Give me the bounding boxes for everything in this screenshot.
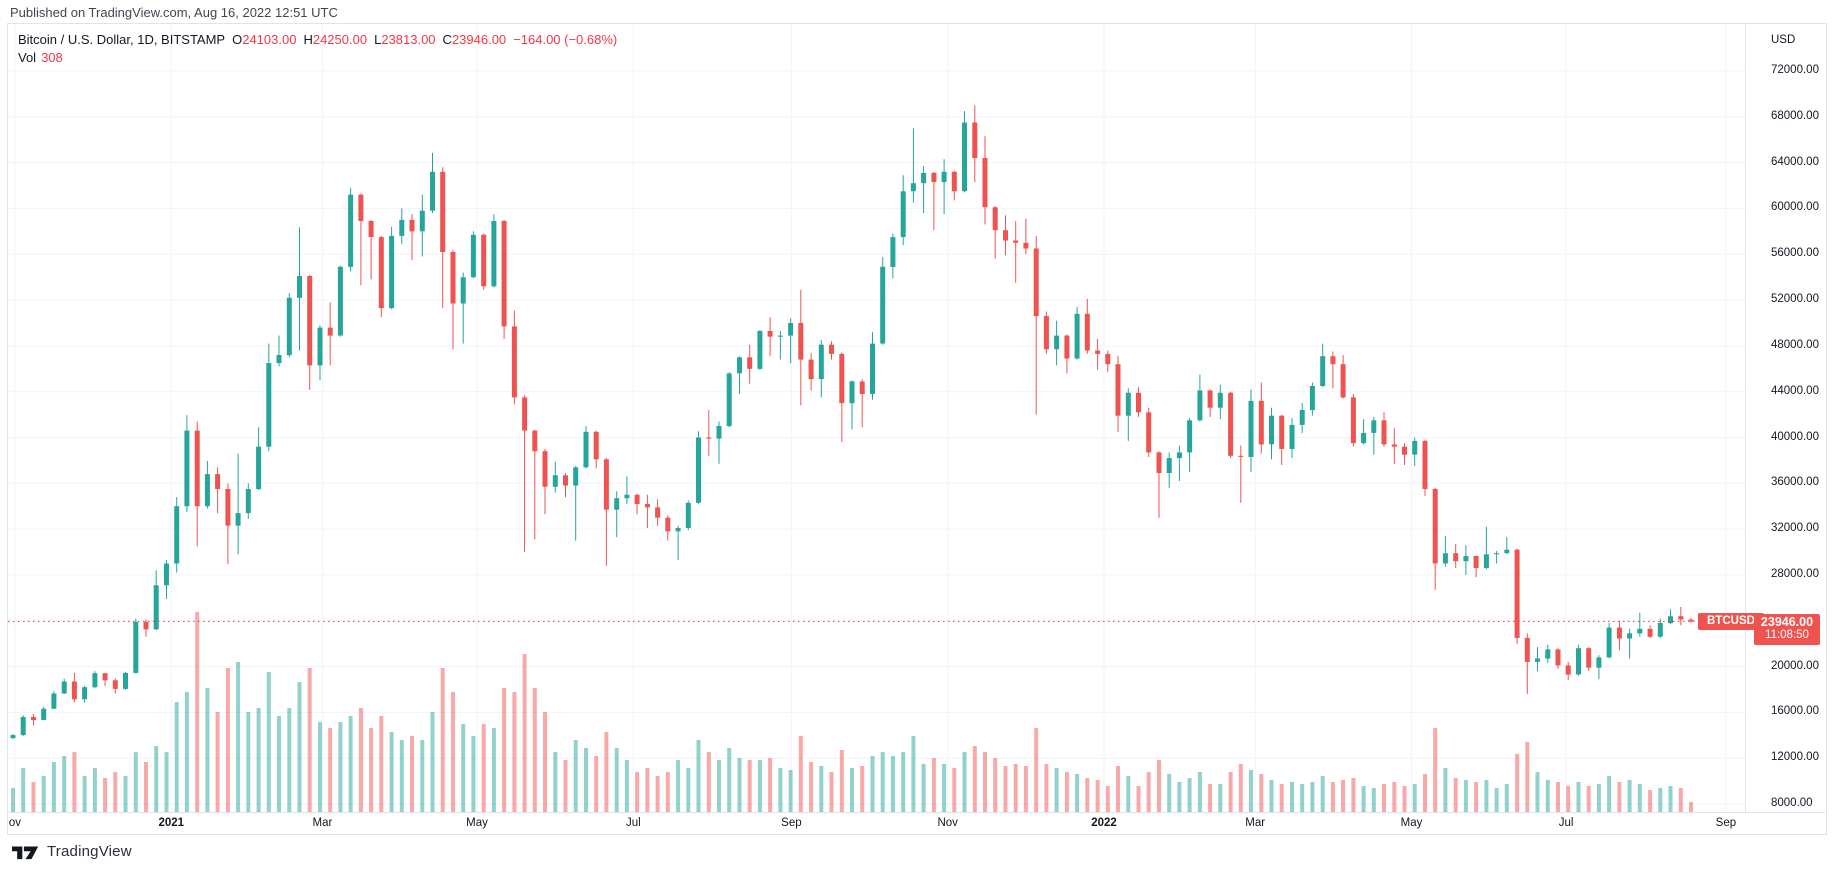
chart-legend: Bitcoin / U.S. Dollar, 1D, BITSTAMP O2410… (18, 31, 617, 67)
price-tick-label: 32000.00 (1771, 522, 1819, 535)
last-price-badge: 23946.00 11:08:50 (1754, 614, 1820, 646)
last-price-value: 23946.00 (1760, 615, 1814, 630)
tradingview-link[interactable]: TradingView (12, 843, 132, 860)
time-tick-label: 2021 (158, 817, 185, 829)
price-tick-label: 8000.00 (1771, 797, 1813, 809)
price-tick-label: 68000.00 (1771, 109, 1819, 122)
price-tick-label: 56000.00 (1771, 247, 1819, 260)
time-tick-label: Jul (625, 817, 641, 829)
price-tick-label: 40000.00 (1771, 430, 1819, 443)
candlestick-chart[interactable] (8, 24, 1745, 812)
symbol-title: Bitcoin / U.S. Dollar, 1D, BITSTAMP (18, 32, 226, 47)
price-tick-label: 20000.00 (1771, 659, 1819, 672)
time-tick-label: Mar (312, 817, 333, 829)
price-tick-label: 28000.00 (1771, 567, 1819, 580)
legend-main-row: Bitcoin / U.S. Dollar, 1D, BITSTAMP O2410… (18, 31, 617, 49)
price-tick-label: 64000.00 (1771, 155, 1819, 168)
volume-value: 308 (41, 50, 63, 65)
time-tick-label: May (466, 817, 488, 829)
time-tick-label: Jul (1558, 817, 1574, 829)
price-tick-label: 36000.00 (1771, 476, 1819, 489)
legend-volume-row: Vol 308 (18, 49, 617, 67)
time-tick-label: Sep (1715, 817, 1737, 829)
price-tick-label: 72000.00 (1771, 64, 1819, 76)
price-axis[interactable]: USD 72000.00 68000.00 64000.00 60000.00 5600… (1745, 24, 1826, 812)
time-tick-label: May (1400, 817, 1423, 829)
change-value: −164.00 (−0.68%) (513, 32, 618, 47)
price-tick-label: 44000.00 (1771, 384, 1819, 397)
price-tick-label: 60000.00 (1771, 201, 1819, 214)
time-tick-label: ov (8, 817, 21, 829)
published-caption: Published on TradingView.com, Aug 16, 20… (10, 5, 338, 20)
price-tick-label: 48000.00 (1771, 338, 1819, 351)
price-tick-label: 52000.00 (1771, 293, 1819, 306)
time-axis[interactable]: ov 2021 Mar May Jul Sep Nov 2022 Mar May Jul Sep (8, 812, 1825, 834)
time-tick-label: 2022 (1091, 817, 1117, 829)
price-tick-label: 16000.00 (1771, 705, 1819, 718)
ohlc-low: L23813.00 (374, 32, 436, 47)
time-tick-label: Nov (937, 817, 958, 829)
ohlc-close: C23946.00 (442, 32, 507, 47)
bar-countdown: 11:08:50 (1765, 629, 1809, 642)
tradingview-brand-text: TradingView (47, 843, 132, 860)
ohlc-high: H24250.00 (303, 32, 368, 47)
currency-label: USD (1771, 34, 1796, 46)
tradingview-logo-icon (12, 845, 39, 859)
symbol-badge: BTCUSD (1698, 612, 1764, 630)
ohlc-open: O24103.00 (232, 32, 297, 47)
chart-widget: Bitcoin / U.S. Dollar, 1D, BITSTAMP O2410… (7, 23, 1827, 835)
price-tick-label: 12000.00 (1771, 751, 1819, 764)
chart-plot-area[interactable] (8, 24, 1745, 812)
time-tick-label: Sep (781, 817, 802, 829)
time-tick-label: Mar (1245, 817, 1266, 829)
volume-label: Vol (18, 50, 37, 65)
